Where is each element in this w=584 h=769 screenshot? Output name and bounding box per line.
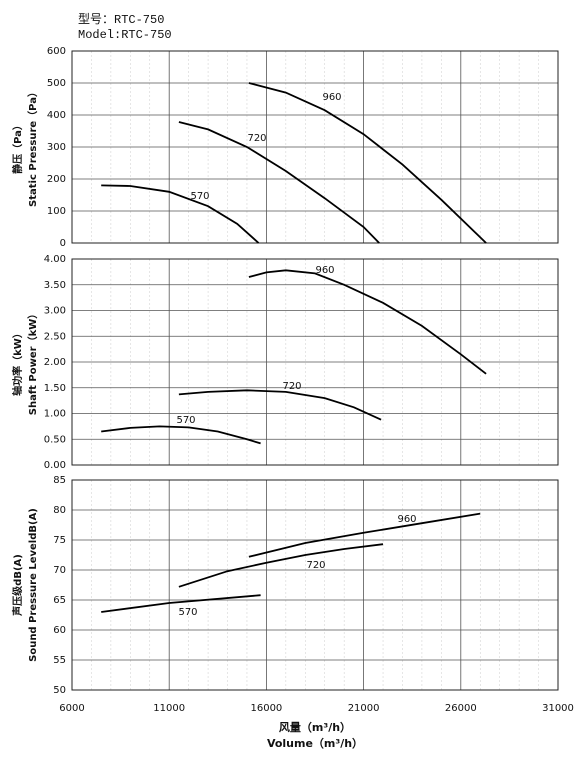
y-axis-label: 轴功率（kW）: [11, 328, 24, 396]
series-label: 570: [176, 415, 195, 426]
x-tick-label: 11000: [153, 703, 185, 714]
y-tick-label: 70: [53, 565, 66, 576]
y-axis-label: Sound Pressure LeveldB(A): [28, 508, 39, 662]
y-tick-label: 0.50: [44, 434, 66, 445]
x-tick-label: 31000: [542, 703, 574, 714]
series-label: 570: [190, 191, 209, 202]
y-tick-label: 400: [47, 110, 66, 121]
x-tick-label: 6000: [59, 703, 84, 714]
y-tick-label: 85: [53, 475, 66, 486]
y-tick-label: 3.50: [44, 280, 66, 291]
curve: [101, 425, 261, 445]
plot-frame: [71, 479, 559, 691]
y-tick-label: 50: [53, 685, 66, 696]
series-label: 960: [315, 265, 334, 276]
y-tick-label: 3.00: [44, 306, 66, 317]
series-label: 570: [178, 607, 197, 618]
y-tick-label: 1.50: [44, 383, 66, 394]
model-cn: 型号：RTC-750: [78, 12, 164, 27]
x-axis-label: Volume（m³/h）: [267, 737, 363, 750]
y-axis-label: 声压级dB(A): [11, 554, 24, 617]
y-axis-label: Shaft Power（kW）: [26, 309, 39, 416]
curve: [248, 512, 481, 558]
series-label: 960: [397, 514, 416, 525]
x-tick-label: 26000: [445, 703, 477, 714]
y-axis-label: 静压（Pa）: [11, 120, 24, 174]
y-tick-label: 4.00: [44, 254, 66, 265]
y-tick-label: 60: [53, 625, 66, 636]
y-tick-label: 2.50: [44, 331, 66, 342]
y-tick-label: 0: [60, 238, 66, 249]
curve: [248, 269, 487, 375]
curve: [178, 389, 382, 421]
y-tick-label: 80: [53, 505, 66, 516]
x-tick-label: 21000: [348, 703, 380, 714]
curve: [178, 121, 380, 244]
y-tick-label: 500: [47, 78, 66, 89]
y-tick-label: 55: [53, 655, 66, 666]
y-tick-label: 300: [47, 142, 66, 153]
plot-frame: [71, 50, 559, 244]
series-label: 960: [322, 92, 341, 103]
series-label: 720: [247, 133, 266, 144]
y-tick-label: 100: [47, 206, 66, 217]
y-tick-label: 75: [53, 535, 66, 546]
plot-frame: [71, 258, 559, 466]
y-axis-label: Static Pressure（Pa）: [26, 87, 39, 207]
y-tick-label: 0.00: [44, 460, 66, 471]
y-tick-label: 65: [53, 595, 66, 606]
curve: [178, 543, 384, 588]
series-label: 720: [282, 381, 301, 392]
series-label: 720: [306, 560, 325, 571]
y-tick-label: 1.00: [44, 409, 66, 420]
curve: [101, 594, 261, 613]
x-axis-label: 风量（m³/h）: [279, 720, 351, 734]
y-tick-label: 200: [47, 174, 66, 185]
x-tick-label: 16000: [250, 703, 282, 714]
model-en: Model:RTC-750: [78, 28, 172, 42]
curve: [248, 82, 487, 244]
curve: [101, 184, 260, 244]
y-tick-label: 2.00: [44, 357, 66, 368]
y-tick-label: 600: [47, 46, 66, 57]
